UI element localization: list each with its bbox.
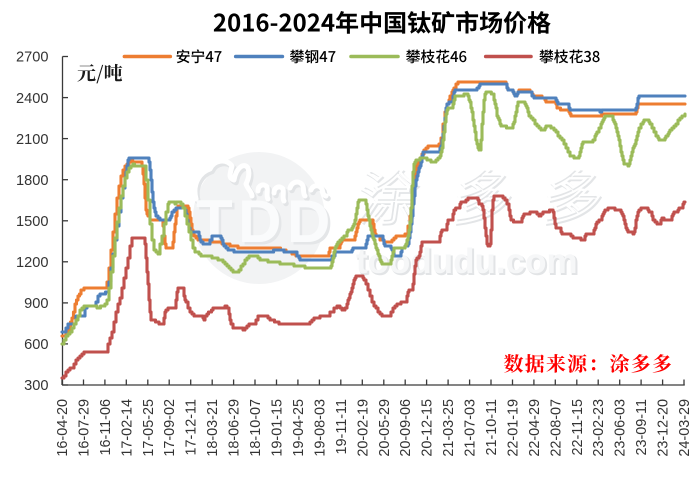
svg-text:600: 600 [24,337,48,353]
svg-text:16-04-20: 16-04-20 [55,399,71,457]
svg-text:17-12-11: 17-12-11 [184,399,200,456]
svg-text:TDD: TDD [199,191,339,258]
svg-text:19-08-03: 19-08-03 [312,399,328,457]
svg-text:toodudu.com: toodudu.com [358,244,580,283]
svg-text:20-09-06: 20-09-06 [398,399,414,457]
svg-text:21-07-03: 21-07-03 [463,399,479,457]
svg-text:TDD: TDD [196,188,336,255]
svg-text:20-12-15: 20-12-15 [420,399,436,457]
svg-text:20-05-29: 20-05-29 [377,399,393,457]
svg-text:21-03-25: 21-03-25 [441,399,457,457]
svg-text:18-06-29: 18-06-29 [227,399,243,457]
svg-text:19-11-11: 19-11-11 [334,399,350,454]
svg-text:23-12-20: 23-12-20 [656,399,672,457]
svg-text:2400: 2400 [16,91,48,107]
svg-text:22-11-15: 22-11-15 [570,399,586,456]
svg-text:900: 900 [24,296,48,312]
svg-text:19-01-15: 19-01-15 [270,399,286,457]
svg-text:17-05-25: 17-05-25 [141,399,157,457]
svg-text:24-03-29: 24-03-29 [677,399,693,457]
svg-text:toodudu.com: toodudu.com [356,242,578,281]
svg-text:2100: 2100 [16,132,48,148]
svg-text:1200: 1200 [16,255,48,271]
svg-text:22-04-29: 22-04-29 [527,399,543,457]
svg-text:16-11-06: 16-11-06 [98,399,114,456]
svg-text:21-10-11: 21-10-11 [484,399,500,456]
svg-text:16-07-29: 16-07-29 [77,399,93,457]
svg-text:22-08-07: 22-08-07 [548,399,564,457]
svg-text:1800: 1800 [16,173,48,189]
svg-text:20-02-19: 20-02-19 [355,399,371,457]
svg-text:2700: 2700 [16,50,48,66]
svg-text:17-02-14: 17-02-14 [119,399,135,457]
svg-text:23-09-11: 23-09-11 [634,399,650,456]
svg-text:18-10-07: 18-10-07 [248,399,264,457]
svg-text:17-09-02: 17-09-02 [162,399,178,457]
svg-text:23-06-03: 23-06-03 [613,399,629,457]
svg-text:1500: 1500 [16,214,48,230]
svg-text:300: 300 [24,378,48,394]
svg-text:22-01-19: 22-01-19 [506,399,522,457]
svg-text:18-03-21: 18-03-21 [205,399,221,457]
svg-text:23-02-23: 23-02-23 [591,399,607,457]
svg-text:19-04-25: 19-04-25 [291,399,307,457]
